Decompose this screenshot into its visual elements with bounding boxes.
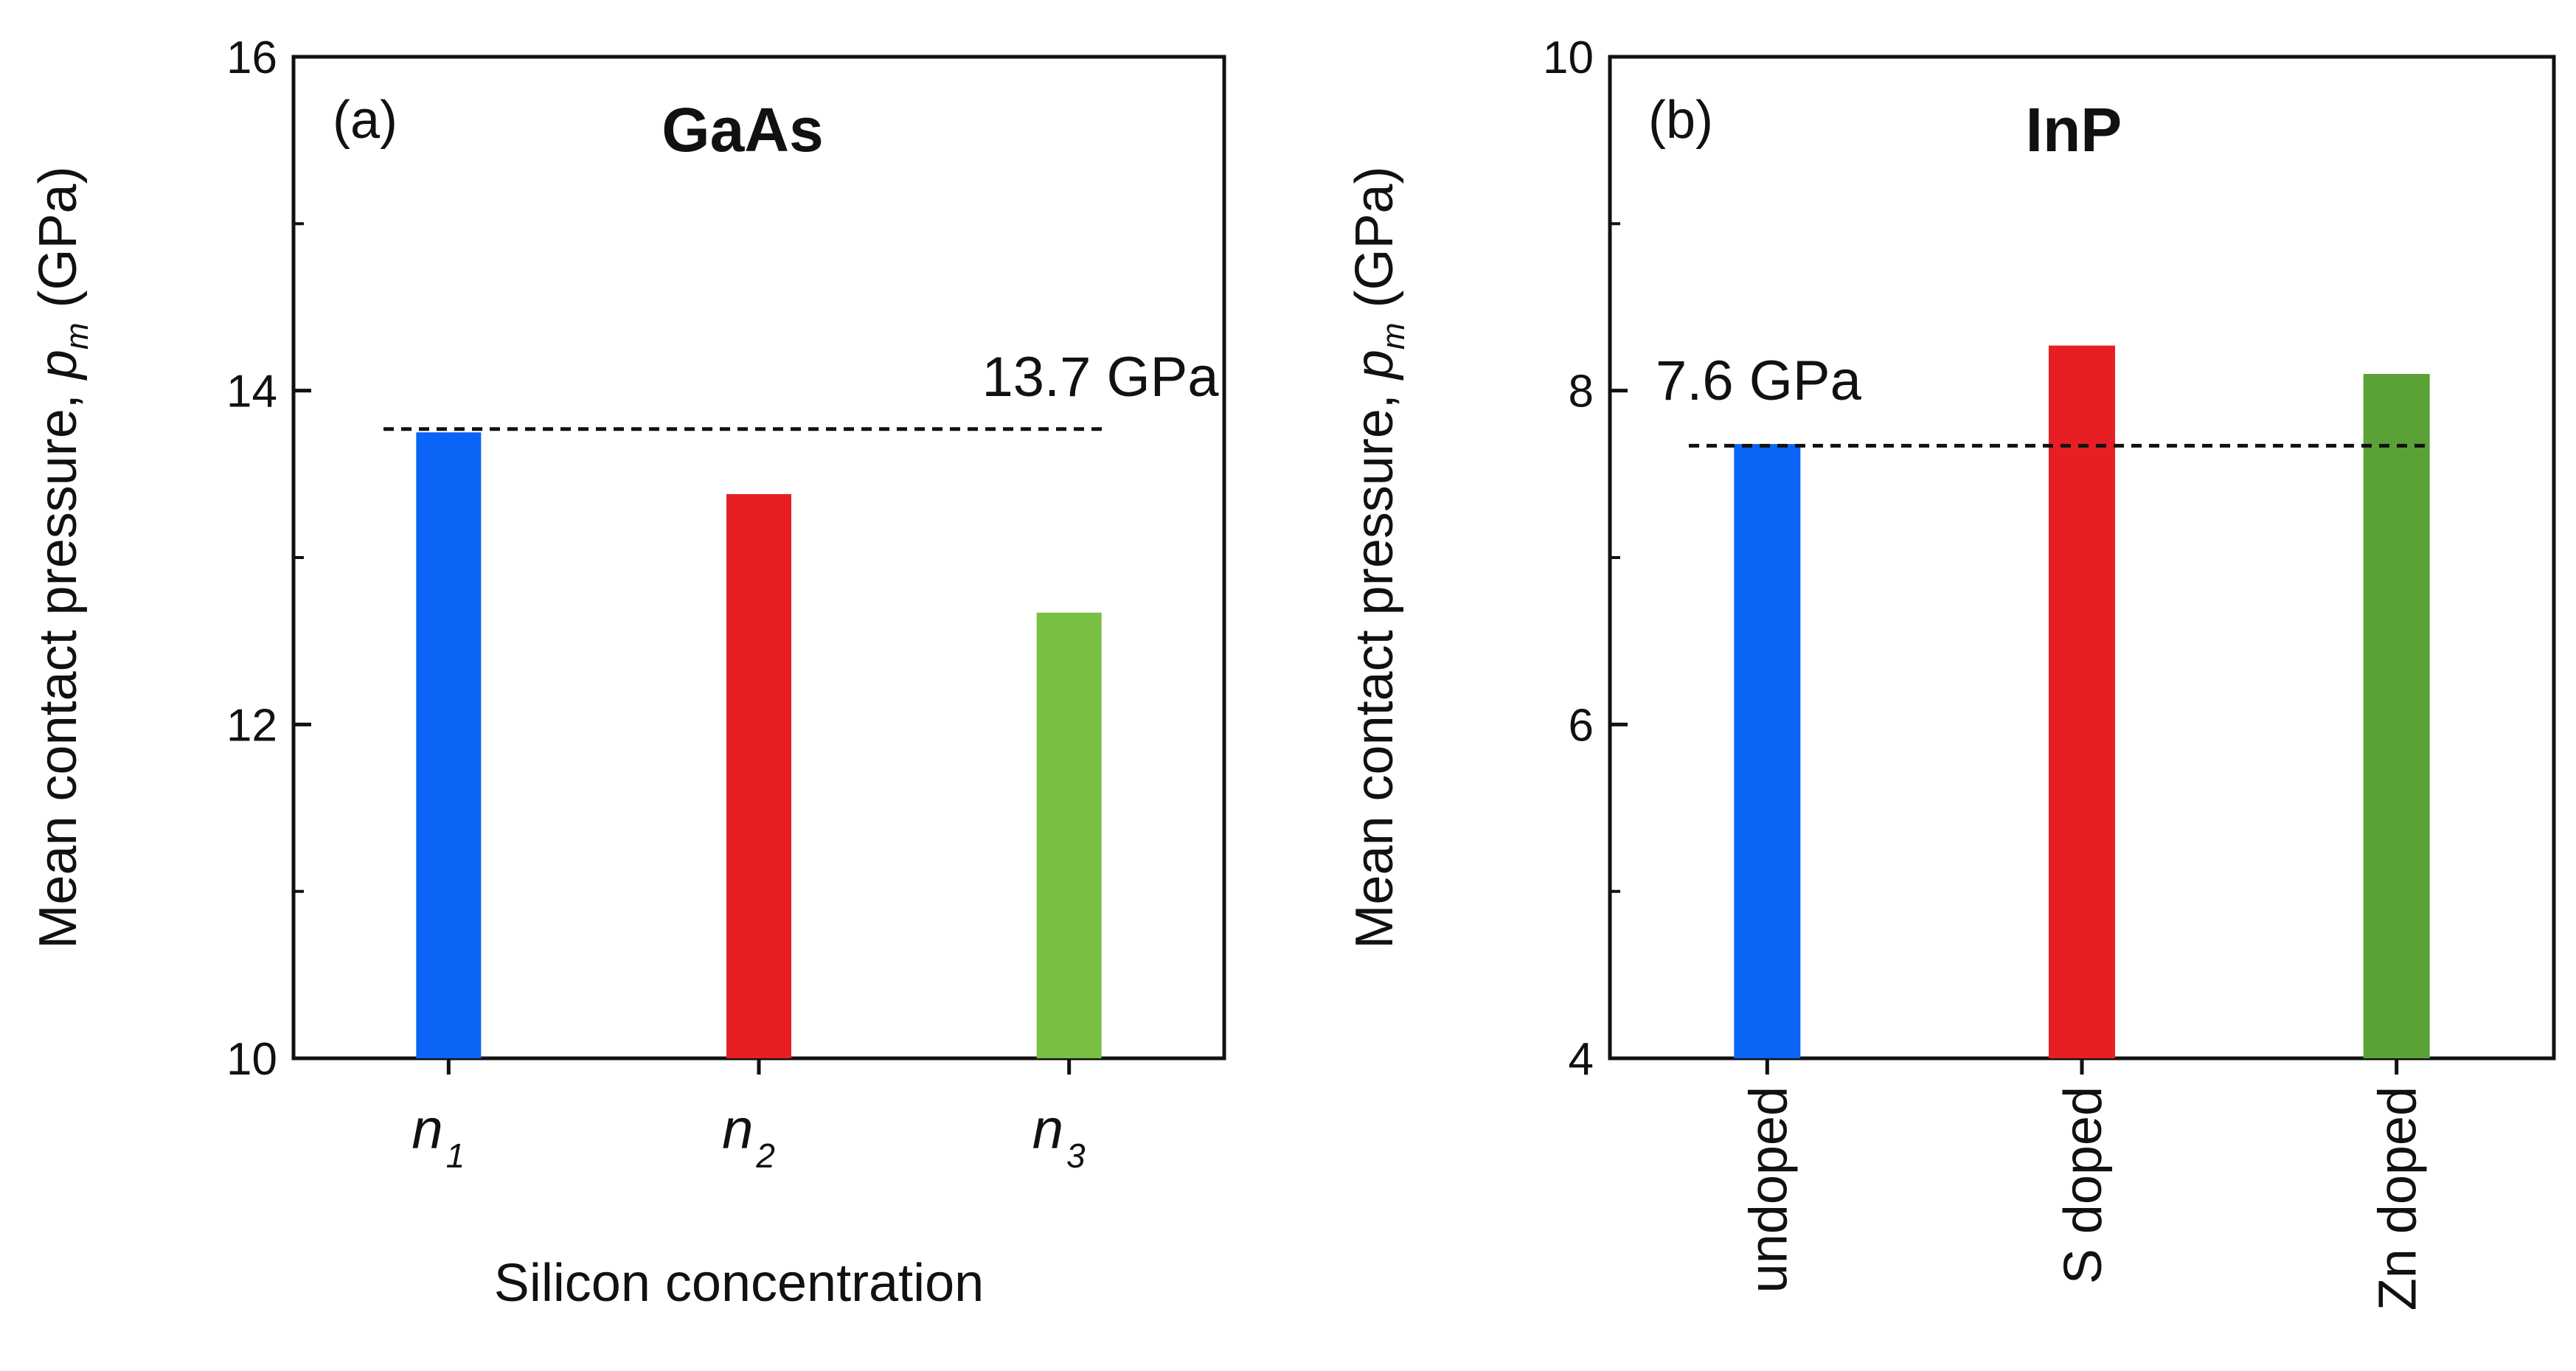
y-axis-title-unit: (GPa) <box>29 166 88 322</box>
bars <box>416 432 1102 1058</box>
y-tick-label: 16 <box>226 32 277 83</box>
x-axis: n1 n2 n3 <box>412 1058 1086 1175</box>
y-tick-label: 4 <box>1569 1034 1594 1085</box>
panel-label: (a) <box>333 91 397 150</box>
bar-zn-doped <box>2363 374 2430 1058</box>
y-tick-label: 14 <box>226 367 277 417</box>
y-axis-title-sub: m <box>1375 322 1412 350</box>
chart-title: GaAs <box>662 95 823 164</box>
x-tick-label: n2 <box>722 1098 775 1175</box>
y-axis-title: Mean contact pressure, pm (GPa) <box>29 166 95 948</box>
y-tick-label: 10 <box>1543 32 1594 83</box>
y-axis-title-sub: m <box>59 322 95 350</box>
y-tick-label: 8 <box>1569 367 1594 417</box>
y-tick-label: 12 <box>226 700 277 751</box>
y-axis-title-unit: (GPa) <box>1345 166 1404 322</box>
x-tick-label: n1 <box>412 1098 465 1175</box>
bar-s-doped <box>2049 345 2115 1059</box>
panel-label: (b) <box>1648 91 1713 150</box>
y-axis: 4 6 8 10 <box>1543 32 1628 1085</box>
x-tick-label: undoped <box>1739 1086 1798 1293</box>
bar-n3 <box>1036 612 1102 1058</box>
x-tick-label: n3 <box>1032 1098 1086 1175</box>
chart-title: InP <box>2026 95 2122 164</box>
y-axis-title-text: Mean contact pressure, <box>29 379 88 948</box>
y-tick-label: 10 <box>226 1034 277 1085</box>
y-axis-title: Mean contact pressure, pm (GPa) <box>1345 166 1412 948</box>
bar-n2 <box>726 493 791 1058</box>
y-axis: 10 12 14 16 <box>226 32 311 1085</box>
panel-a-gaas: 10 12 14 16 n1 n2 n3 13.7 GPa (a) GaAs Mean c… <box>29 32 1226 1313</box>
x-tick-label: S doped <box>2054 1086 2113 1284</box>
x-tick-label: Zn doped <box>2369 1086 2428 1311</box>
y-axis-title-text: Mean contact pressure, <box>1345 379 1404 948</box>
bar-n1 <box>416 432 482 1058</box>
panel-b-inp: 4 6 8 10 undoped S doped Zn doped 7.6 GPa (b)… <box>1345 32 2556 1311</box>
y-axis-title-symbol: p <box>29 350 88 381</box>
bars <box>1734 345 2430 1059</box>
y-axis-title-symbol: p <box>1345 350 1404 381</box>
x-axis: undoped S doped Zn doped <box>1739 1058 2428 1311</box>
x-axis-title: Silicon concentration <box>494 1254 984 1313</box>
reference-label: 7.6 GPa <box>1656 350 1862 412</box>
y-tick-label: 6 <box>1569 700 1594 751</box>
reference-label: 13.7 GPa <box>982 346 1219 409</box>
bar-undoped <box>1734 444 1801 1058</box>
